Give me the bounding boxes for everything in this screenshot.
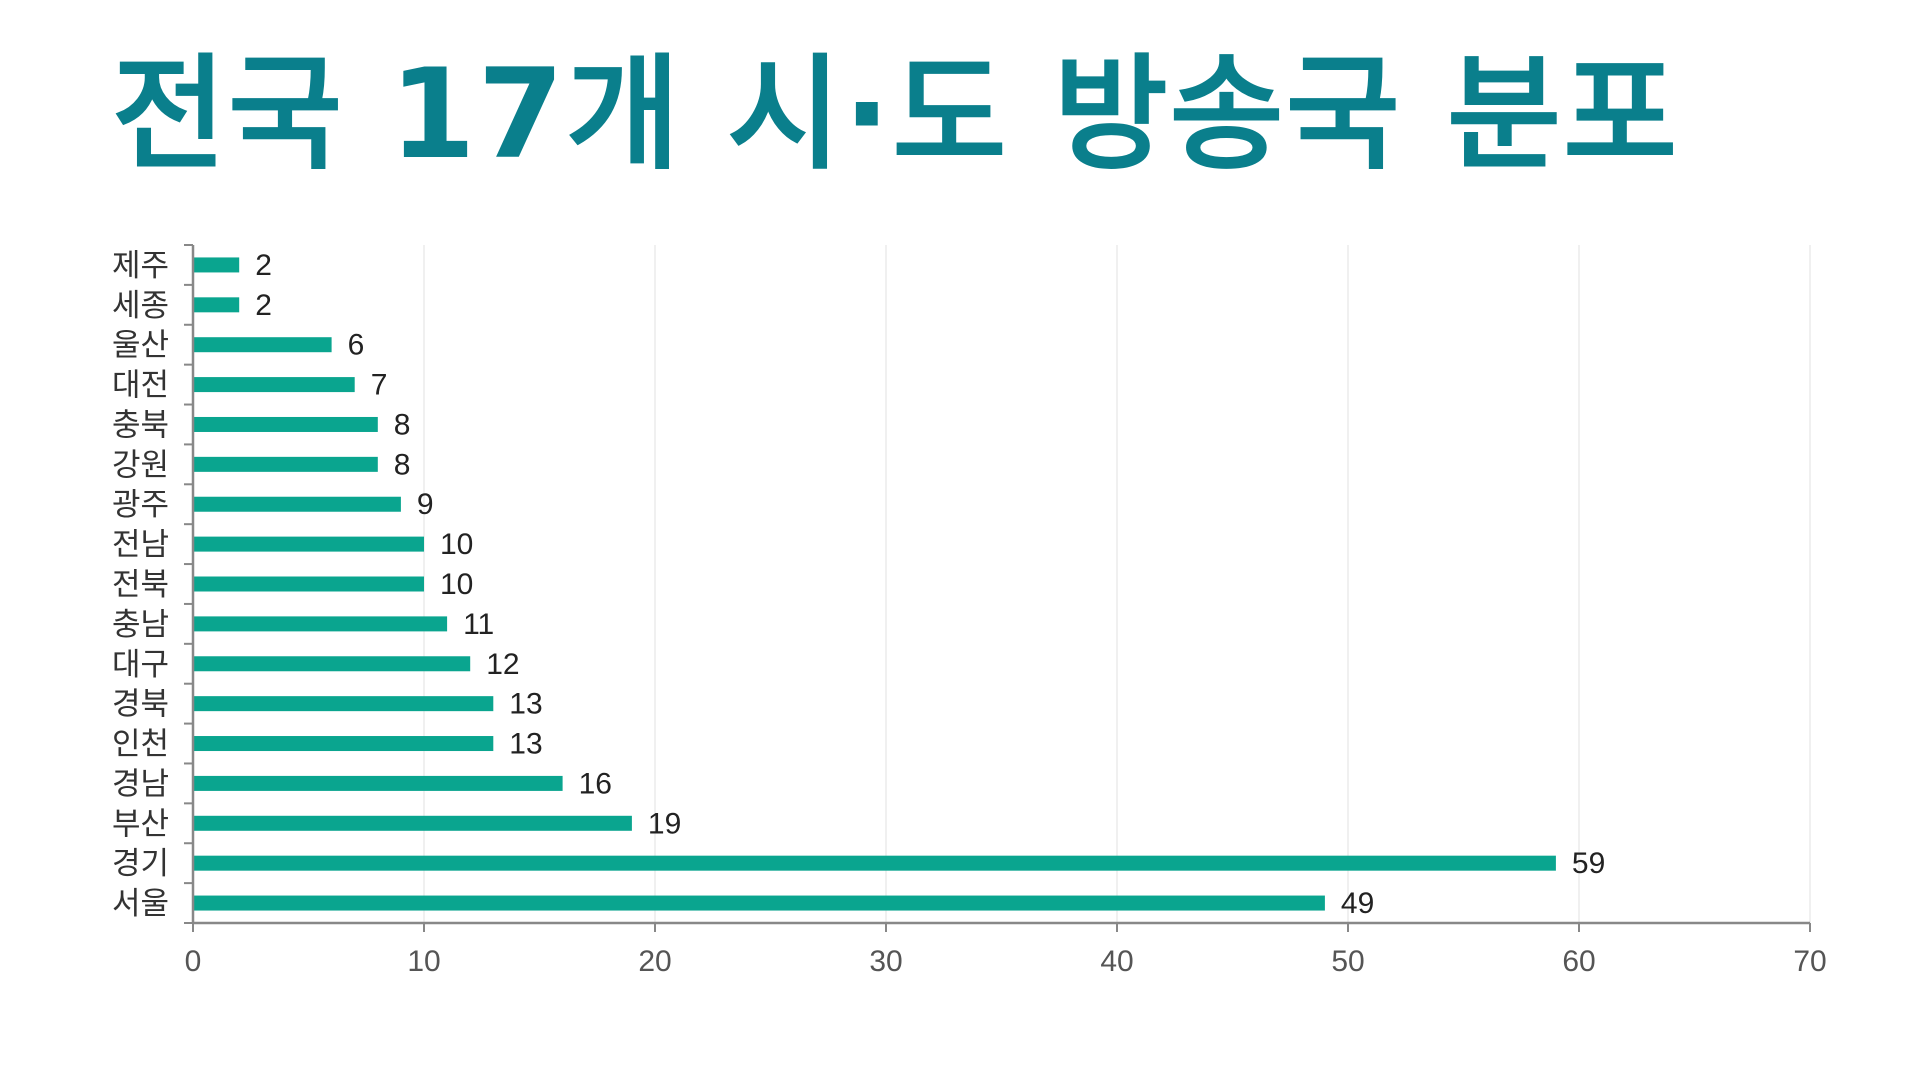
x-tick-label: 40 [1100,945,1133,978]
data-label: 59 [1572,847,1605,880]
data-label: 8 [394,448,411,481]
bar [194,456,378,472]
data-label: 8 [394,408,411,441]
bar [194,815,632,831]
bar [194,496,401,512]
bar [194,257,240,273]
bar [194,895,1325,911]
bar [194,377,355,393]
category-label: 인천 [112,727,169,763]
bar [194,616,448,632]
x-tick-label: 50 [1331,945,1364,978]
category-label: 전북 [112,567,169,603]
bar [194,536,424,552]
category-label: 강원 [112,447,169,483]
category-label: 광주 [112,487,169,523]
data-label: 13 [509,728,542,761]
bar [194,416,378,432]
category-label: 대구 [112,647,169,683]
bar [194,855,1556,871]
bar [194,297,240,313]
data-label: 2 [255,289,272,322]
x-tick-label: 60 [1562,945,1595,978]
grid-lines [423,245,1811,923]
bars [194,257,1556,911]
category-label: 부산 [112,806,169,842]
data-label: 7 [371,369,388,402]
data-label: 12 [486,648,519,681]
x-tick-label: 10 [407,945,440,978]
category-label: 충남 [112,607,169,643]
bar [194,576,424,592]
bar [194,656,471,672]
data-label: 10 [440,568,473,601]
category-label: 제주 [112,248,169,284]
category-label: 전남 [112,527,169,563]
labels: 0 10 20 30 40 50 60 70 제주 2 세종 2 울산 6 대전 7 충북 8 강원 8 광주 9 전남 10… [112,248,1827,978]
data-label: 19 [648,807,681,840]
x-tick-label: 20 [638,945,671,978]
category-label: 울산 [112,328,169,364]
data-label: 9 [417,488,434,521]
bar [194,775,563,791]
category-label: 세종 [112,288,169,324]
chart-title: 전국 17개 시·도 방송국 분포 [112,43,1680,187]
data-label: 11 [463,608,494,641]
data-label: 16 [579,767,612,800]
category-label: 경북 [112,687,169,723]
data-label: 2 [255,249,272,282]
bar [194,337,332,353]
bar [194,736,494,752]
data-label: 13 [509,688,542,721]
x-tick-label: 70 [1793,945,1826,978]
category-label: 충북 [112,407,169,443]
x-tick-label: 30 [869,945,902,978]
data-label: 10 [440,528,473,561]
category-label: 경남 [112,766,169,802]
x-tick-label: 0 [185,945,202,978]
axes [184,244,1811,932]
category-label: 대전 [112,368,169,404]
category-label: 서울 [112,886,169,922]
data-label: 6 [348,329,365,362]
category-label: 경기 [112,846,169,882]
data-label: 49 [1341,887,1374,920]
bar [194,696,494,712]
